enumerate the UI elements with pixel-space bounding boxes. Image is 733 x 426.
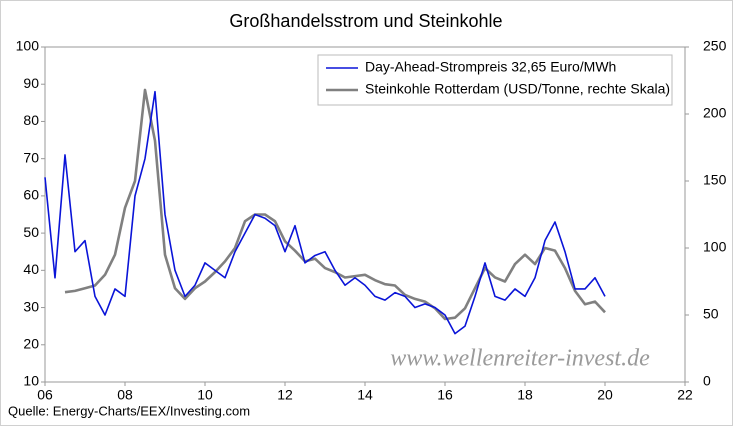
y2-tick-label: 250	[703, 38, 727, 54]
y2-tick-label: 100	[703, 239, 727, 255]
x-tick-label: 16	[437, 387, 453, 403]
x-tick-label: 06	[37, 387, 53, 403]
y-tick-label: 10	[23, 373, 39, 389]
y-tick-label: 70	[23, 149, 39, 165]
legend-label: Day-Ahead-Strompreis 32,65 Euro/MWh	[365, 59, 616, 75]
series-line	[44, 90, 606, 335]
y-tick-label: 30	[23, 298, 39, 314]
y-tick-label: 90	[23, 75, 39, 91]
x-tick-label: 12	[277, 387, 293, 403]
x-tick-label: 14	[357, 387, 373, 403]
x-tick-label: 22	[677, 387, 693, 403]
x-tick-label: 20	[597, 387, 613, 403]
y-tick-label: 50	[23, 224, 39, 240]
x-tick-label: 08	[117, 387, 133, 403]
y2-tick-label: 50	[703, 306, 719, 322]
watermark: www.wellenreiter-invest.de	[390, 346, 650, 372]
x-tick-label: 10	[197, 387, 213, 403]
y-tick-label: 40	[23, 261, 39, 277]
x-tick-label: 18	[517, 387, 533, 403]
y-tick-label: 20	[23, 335, 39, 351]
source: Quelle: Energy-Charts/EEX/Investing.com	[8, 403, 250, 418]
y-tick-label: 80	[23, 112, 39, 128]
y-tick-label: 60	[23, 187, 39, 203]
chart-title: Großhandelsstrom und Steinkohle	[229, 11, 502, 31]
y2-tick-label: 200	[703, 105, 727, 121]
series-line	[64, 88, 606, 321]
legend	[317, 54, 673, 106]
y2-tick-label: 150	[703, 172, 727, 188]
y2-tick-label: 0	[703, 373, 711, 389]
legend-label: Steinkohle Rotterdam (USD/Tonne, rechte …	[365, 81, 670, 97]
y-tick-label: 100	[16, 38, 40, 54]
